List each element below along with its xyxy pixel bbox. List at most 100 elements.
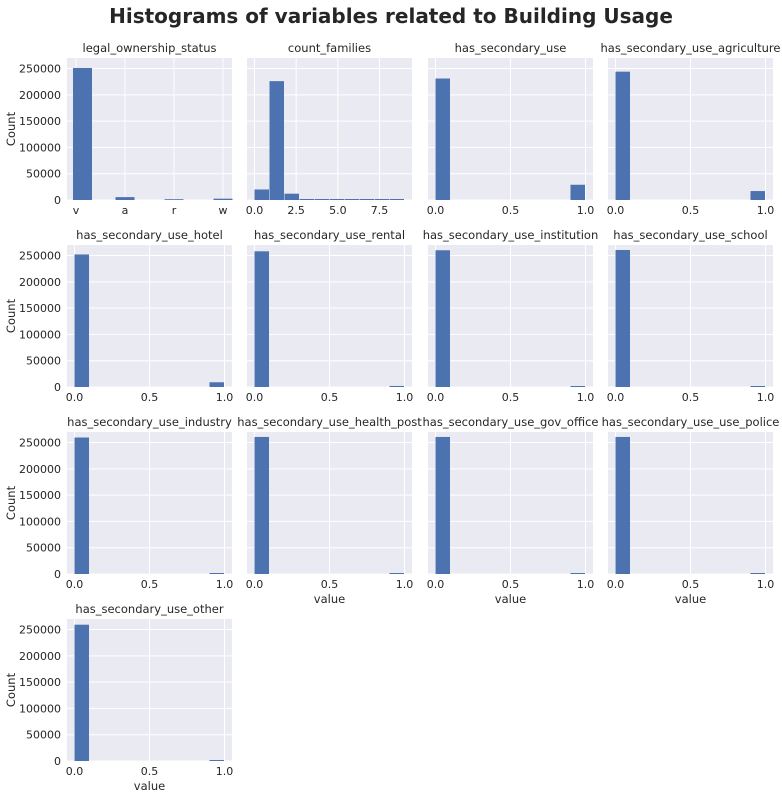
- y-tick-label: 100000: [19, 141, 61, 154]
- y-axis-label: Count: [4, 111, 18, 146]
- x-tick-label: 1.0: [396, 578, 414, 591]
- y-tick-label: 100000: [19, 328, 61, 341]
- x-tick-label: 0.0: [427, 578, 445, 591]
- x-tick-label: 0.5: [502, 391, 520, 404]
- y-tick-label: 200000: [19, 463, 61, 476]
- y-tick-label: 0: [54, 755, 61, 768]
- histogram-bar: [209, 760, 224, 761]
- x-tick-label: 0.5: [502, 578, 520, 591]
- x-tick-label: 1.0: [216, 391, 234, 404]
- histogram-bar: [750, 573, 765, 574]
- y-tick-label: 50000: [26, 355, 61, 368]
- x-tick-label: 1.0: [216, 765, 234, 778]
- x-tick-label: 1.0: [757, 204, 775, 217]
- x-tick-label: 0.5: [141, 391, 159, 404]
- histogram-bar: [374, 199, 389, 200]
- histogram-bar: [389, 573, 404, 574]
- y-tick-label: 100000: [19, 702, 61, 715]
- histogram-bar: [615, 436, 630, 574]
- subplot-title: has_secondary_use_other: [75, 602, 223, 616]
- subplot-title: has_secondary_use_health_post: [237, 415, 422, 429]
- histogram-bar: [570, 573, 585, 574]
- subplot-title: has_secondary_use_hotel: [76, 228, 223, 242]
- x-tick-label: 0.5: [682, 391, 700, 404]
- x-tick-label: 0.0: [607, 391, 625, 404]
- histogram-bar: [209, 573, 224, 574]
- histogram-bar: [389, 385, 404, 387]
- x-tick-label: 1.0: [216, 578, 234, 591]
- y-tick-label: 50000: [26, 168, 61, 181]
- histogram-bar: [750, 386, 765, 387]
- histogram-bar: [299, 199, 314, 200]
- histogram-bar: [435, 436, 450, 574]
- x-tick-label: 0.0: [246, 204, 264, 217]
- x-tick-label: 1.0: [577, 204, 595, 217]
- x-tick-label: 0.5: [141, 578, 159, 591]
- x-tick-label: v: [73, 204, 80, 217]
- y-tick-label: 50000: [26, 542, 61, 555]
- y-tick-label: 250000: [19, 624, 61, 637]
- y-tick-label: 250000: [19, 63, 61, 76]
- x-tick-label: 0.0: [246, 391, 264, 404]
- x-tick-label: 0.5: [682, 204, 700, 217]
- y-tick-label: 150000: [19, 676, 61, 689]
- y-tick-label: 0: [54, 381, 61, 394]
- x-tick-label: 0.5: [502, 204, 520, 217]
- y-tick-label: 250000: [19, 250, 61, 263]
- figure-title: Histograms of variables related to Build…: [109, 4, 673, 28]
- histogram-bar: [254, 251, 269, 387]
- x-tick-label: 5.0: [329, 204, 347, 217]
- x-tick-label: 0.0: [607, 204, 625, 217]
- y-tick-label: 200000: [19, 650, 61, 663]
- y-tick-label: 100000: [19, 515, 61, 528]
- histogram-bar: [115, 197, 135, 200]
- y-tick-label: 200000: [19, 276, 61, 289]
- histogram-bar: [74, 437, 89, 574]
- x-tick-label: 2.5: [287, 204, 305, 217]
- x-tick-label: 1.0: [577, 578, 595, 591]
- subplot-title: has_secondary_use_school: [613, 228, 767, 242]
- subplot-title: has_secondary_use_industry: [67, 415, 232, 429]
- histogram-bar: [359, 199, 374, 200]
- x-axis-label: value: [675, 592, 706, 606]
- x-tick-label: a: [122, 204, 129, 217]
- y-tick-label: 150000: [19, 115, 61, 128]
- x-tick-label: w: [219, 204, 228, 217]
- subplot-title: has_secondary_use: [455, 41, 567, 55]
- x-tick-label: 0.0: [66, 765, 84, 778]
- x-tick-label: 0.0: [246, 578, 264, 591]
- histogram-bar: [750, 191, 765, 200]
- histogram-bar: [269, 81, 284, 200]
- x-tick-label: 0.0: [607, 578, 625, 591]
- panel-background: [67, 58, 232, 200]
- x-tick-label: 0.5: [682, 578, 700, 591]
- histogram-bar: [615, 71, 630, 200]
- histogram-bar: [74, 254, 89, 387]
- histogram-bar: [329, 199, 344, 200]
- histogram-bar: [254, 436, 269, 574]
- x-tick-label: 1.0: [396, 391, 414, 404]
- histogram-bar: [73, 67, 92, 201]
- x-tick-label: 0.5: [141, 765, 159, 778]
- x-tick-label: 0.5: [321, 391, 339, 404]
- histogram-bar: [74, 624, 89, 761]
- subplot-title: has_secondary_use_gov_office: [423, 415, 599, 429]
- histogram-bar: [209, 382, 224, 387]
- y-tick-label: 0: [54, 568, 61, 581]
- x-tick-label: 0.0: [66, 391, 84, 404]
- x-tick-label: 0.0: [66, 578, 84, 591]
- x-tick-label: 0.0: [427, 204, 445, 217]
- x-tick-label: 1.0: [577, 391, 595, 404]
- subplot-title: has_secondary_use_agriculture: [601, 41, 781, 55]
- histogram-bar: [164, 199, 184, 200]
- subplot-title: count_families: [288, 41, 371, 55]
- histogram-bar: [284, 193, 299, 200]
- x-tick-label: r: [172, 204, 177, 217]
- histogram-bar: [570, 386, 585, 387]
- y-tick-label: 200000: [19, 89, 61, 102]
- histogram-bar: [344, 199, 359, 200]
- x-tick-label: 7.5: [371, 204, 389, 217]
- histogram-bar: [213, 198, 233, 200]
- y-tick-label: 150000: [19, 489, 61, 502]
- x-axis-label: value: [134, 779, 165, 793]
